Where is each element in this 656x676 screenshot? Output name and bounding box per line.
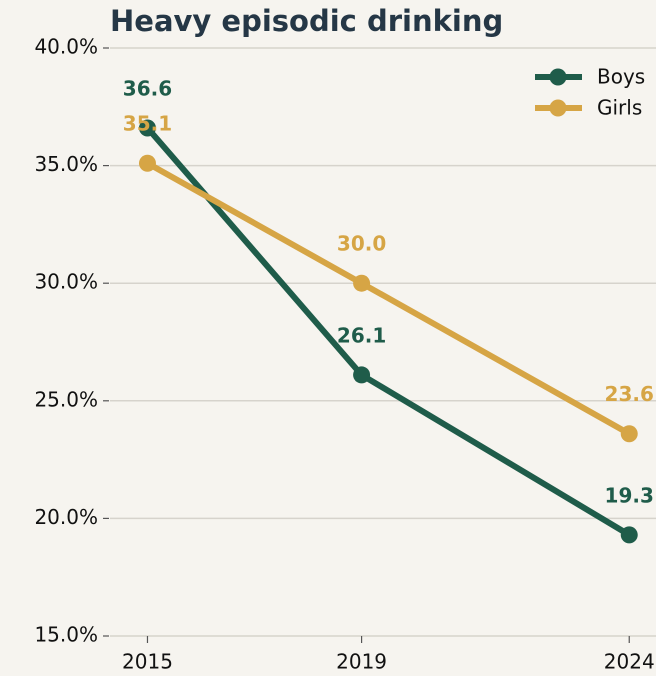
- value-label: 26.1: [337, 323, 386, 347]
- point: [138, 154, 156, 172]
- legend-label: Girls: [597, 96, 642, 120]
- legend-label: Boys: [597, 65, 645, 89]
- y-tick-label: 20.0%: [34, 505, 98, 529]
- y-tick-label: 40.0%: [34, 35, 98, 59]
- y-tick-label: 25.0%: [34, 387, 98, 411]
- value-label: 19.3: [605, 483, 654, 507]
- point: [138, 119, 156, 137]
- legend-marker: [549, 68, 567, 86]
- y-tick-label: 35.0%: [34, 152, 98, 176]
- x-tick-label: 2019: [336, 650, 387, 674]
- y-tick-label: 30.0%: [34, 270, 98, 294]
- point: [620, 526, 638, 544]
- value-label: 35.1: [123, 112, 172, 136]
- chart-title: Heavy episodic drinking: [110, 4, 503, 38]
- x-tick-label: 2024: [604, 650, 655, 674]
- value-label: 30.0: [337, 232, 386, 256]
- x-tick-label: 2015: [122, 650, 173, 674]
- y-tick-label: 15.0%: [34, 623, 98, 647]
- point: [620, 425, 638, 443]
- point: [353, 274, 371, 292]
- value-label: 23.6: [605, 382, 654, 406]
- value-label: 36.6: [123, 76, 172, 100]
- point: [353, 366, 371, 384]
- legend-marker: [549, 99, 567, 117]
